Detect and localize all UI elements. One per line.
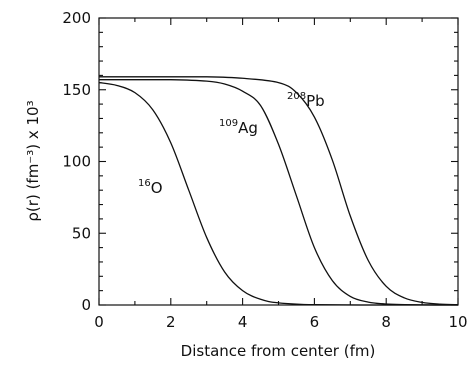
curve-label-208pb: 208Pb xyxy=(287,91,325,110)
curve-labels: 16O 109Ag 208Pb xyxy=(138,91,325,197)
y-tick-label: 150 xyxy=(62,81,91,99)
curve-label-16o: 16O xyxy=(138,178,163,197)
series-line-109ag xyxy=(99,79,459,306)
x-axis-title: Distance from center (fm) xyxy=(181,342,376,360)
curve-label-109ag: 109Ag xyxy=(219,118,258,137)
x-tick-label: 0 xyxy=(94,313,104,331)
plot-area xyxy=(98,17,459,306)
x-tick-label: 6 xyxy=(310,313,320,331)
y-tick-label: 50 xyxy=(72,224,91,242)
plot-frame xyxy=(98,17,459,306)
y-tick-label: 0 xyxy=(81,296,91,314)
x-tick-label: 8 xyxy=(381,313,391,331)
x-tick-label: 4 xyxy=(238,313,248,331)
series-line-208pb xyxy=(98,76,459,306)
x-tick-label: 10 xyxy=(448,313,467,331)
y-tick-label: 200 xyxy=(62,9,91,27)
x-tick-label: 2 xyxy=(166,313,176,331)
series-layer xyxy=(98,76,459,306)
y-axis-title: ρ(r) (fm⁻³) x 10³ xyxy=(24,100,42,221)
series-line-16o xyxy=(98,81,458,306)
y-tick-label: 100 xyxy=(62,153,91,171)
